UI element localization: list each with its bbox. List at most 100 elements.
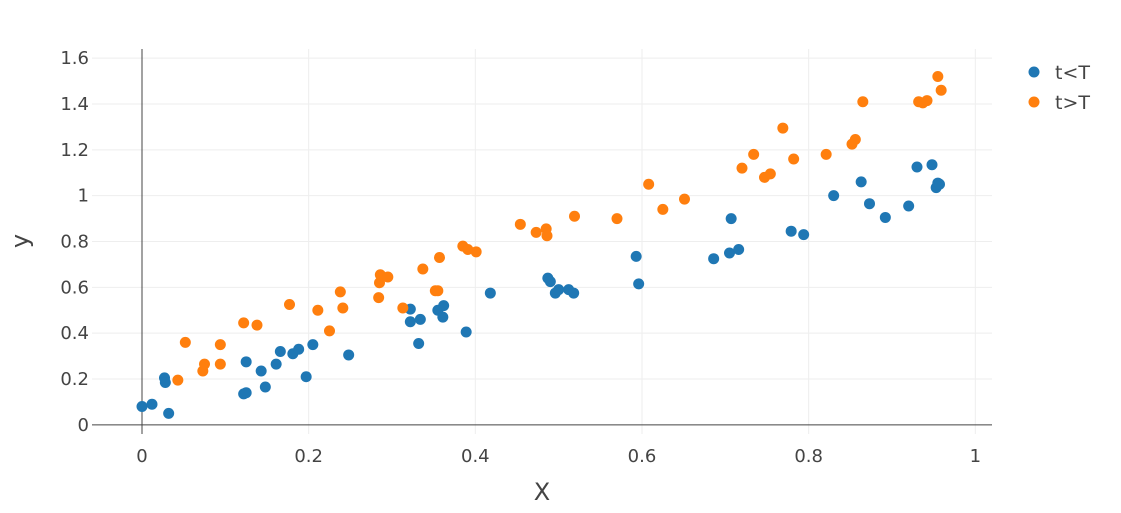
data-point-series-2[interactable] bbox=[214, 339, 226, 351]
data-point-series-1[interactable] bbox=[438, 300, 450, 312]
data-point-series-2[interactable] bbox=[777, 122, 789, 134]
data-point-series-2[interactable] bbox=[432, 285, 444, 297]
data-point-series-2[interactable] bbox=[935, 84, 947, 96]
data-point-series-1[interactable] bbox=[864, 198, 875, 210]
data-point-series-1[interactable] bbox=[733, 244, 745, 256]
data-point-series-1[interactable] bbox=[828, 190, 840, 202]
data-point-series-1[interactable] bbox=[343, 349, 355, 361]
data-point-series-1[interactable] bbox=[163, 407, 175, 419]
x-tick-labels: 0 0.2 0.4 0.6 0.8 1 bbox=[136, 446, 981, 467]
data-point-series-1[interactable] bbox=[270, 358, 282, 370]
data-point-series-1[interactable] bbox=[708, 253, 720, 265]
data-point-series-2[interactable] bbox=[764, 168, 776, 180]
data-point-series-2[interactable] bbox=[657, 203, 669, 215]
data-point-series-1[interactable] bbox=[879, 211, 891, 223]
data-point-series-2[interactable] bbox=[611, 213, 623, 225]
legend[interactable]: t<T t>T bbox=[1028, 62, 1091, 114]
data-point-series-1[interactable] bbox=[633, 278, 645, 290]
data-point-series-1[interactable] bbox=[553, 284, 565, 296]
x-tick-label: 1 bbox=[970, 446, 981, 467]
data-point-series-2[interactable] bbox=[921, 95, 933, 107]
y-tick-label: 1.2 bbox=[60, 140, 89, 161]
data-point-series-2[interactable] bbox=[514, 218, 526, 230]
data-point-series-2[interactable] bbox=[214, 358, 226, 370]
data-point-series-1[interactable] bbox=[855, 176, 867, 188]
data-point-series-1[interactable] bbox=[307, 339, 319, 351]
data-point-series-1[interactable] bbox=[544, 276, 556, 288]
legend-label: t>T bbox=[1055, 92, 1090, 114]
data-point-series-1[interactable] bbox=[568, 287, 580, 299]
data-point-series-1[interactable] bbox=[484, 287, 496, 299]
data-point-series-1[interactable] bbox=[785, 225, 797, 237]
data-point-series-2[interactable] bbox=[397, 302, 409, 314]
data-point-series-1[interactable] bbox=[724, 247, 735, 259]
data-point-series-2[interactable] bbox=[820, 148, 832, 160]
data-point-series-2[interactable] bbox=[172, 374, 184, 386]
data-point-series-2[interactable] bbox=[462, 244, 474, 256]
data-point-series-2[interactable] bbox=[238, 317, 250, 329]
legend-item-1[interactable]: t<T bbox=[1028, 62, 1091, 84]
y-axis-title: y bbox=[6, 234, 34, 248]
x-tick-label: 0 bbox=[136, 446, 147, 467]
data-point-series-1[interactable] bbox=[437, 311, 449, 323]
data-point-series-2[interactable] bbox=[788, 153, 800, 165]
data-point-series-1[interactable] bbox=[926, 159, 938, 171]
data-point-series-2[interactable] bbox=[541, 230, 553, 242]
data-point-series-2[interactable] bbox=[530, 226, 542, 238]
y-tick-label: 0.2 bbox=[60, 369, 89, 390]
data-point-series-2[interactable] bbox=[470, 246, 482, 258]
y-tick-label: 0.8 bbox=[60, 232, 89, 253]
legend-label: t<T bbox=[1055, 62, 1090, 84]
data-point-series-1[interactable] bbox=[460, 326, 472, 338]
data-point-series-2[interactable] bbox=[334, 286, 346, 298]
data-point-series-2[interactable] bbox=[643, 178, 655, 190]
data-point-series-1[interactable] bbox=[934, 178, 945, 190]
data-point-series-1[interactable] bbox=[240, 387, 252, 399]
data-point-series-1[interactable] bbox=[240, 356, 252, 368]
data-point-series-1[interactable] bbox=[404, 316, 416, 328]
legend-marker bbox=[1028, 96, 1040, 108]
data-point-series-2[interactable] bbox=[312, 304, 324, 316]
data-point-series-1[interactable] bbox=[136, 401, 148, 412]
data-point-series-1[interactable] bbox=[255, 365, 267, 377]
data-point-series-2[interactable] bbox=[417, 263, 429, 275]
data-point-series-2[interactable] bbox=[849, 134, 861, 146]
data-point-series-2[interactable] bbox=[374, 277, 385, 289]
data-point-series-1[interactable] bbox=[798, 229, 810, 241]
data-point-series-1[interactable] bbox=[300, 371, 312, 383]
data-points bbox=[136, 71, 947, 419]
data-point-series-1[interactable] bbox=[630, 250, 642, 262]
data-point-series-2[interactable] bbox=[736, 162, 748, 174]
data-point-series-1[interactable] bbox=[159, 376, 171, 388]
data-point-series-1[interactable] bbox=[414, 313, 426, 325]
data-point-series-2[interactable] bbox=[932, 71, 944, 82]
data-point-series-1[interactable] bbox=[725, 213, 737, 225]
data-point-series-2[interactable] bbox=[382, 271, 394, 283]
data-point-series-1[interactable] bbox=[903, 200, 915, 212]
y-tick-label: 0 bbox=[78, 415, 89, 436]
data-point-series-2[interactable] bbox=[857, 96, 869, 108]
y-tick-label: 1.6 bbox=[60, 48, 89, 69]
data-point-series-1[interactable] bbox=[911, 161, 923, 173]
data-point-series-2[interactable] bbox=[179, 336, 191, 348]
data-point-series-1[interactable] bbox=[259, 381, 271, 393]
x-tick-label: 0.4 bbox=[461, 446, 490, 467]
data-point-series-2[interactable] bbox=[434, 252, 445, 264]
data-point-series-1[interactable] bbox=[274, 346, 286, 357]
data-point-series-2[interactable] bbox=[373, 292, 385, 304]
data-point-series-2[interactable] bbox=[337, 302, 349, 314]
data-point-series-2[interactable] bbox=[679, 193, 690, 205]
data-point-series-2[interactable] bbox=[569, 210, 580, 222]
data-point-series-1[interactable] bbox=[413, 337, 425, 349]
legend-item-2[interactable]: t>T bbox=[1028, 92, 1091, 114]
grid bbox=[92, 49, 992, 434]
data-point-series-1[interactable] bbox=[293, 343, 305, 355]
data-point-series-2[interactable] bbox=[324, 325, 335, 337]
data-point-series-2[interactable] bbox=[748, 148, 760, 160]
data-point-series-1[interactable] bbox=[146, 398, 158, 410]
data-point-series-2[interactable] bbox=[251, 319, 263, 331]
data-point-series-2[interactable] bbox=[284, 299, 295, 311]
axes bbox=[92, 49, 992, 434]
data-point-series-2[interactable] bbox=[199, 358, 210, 370]
